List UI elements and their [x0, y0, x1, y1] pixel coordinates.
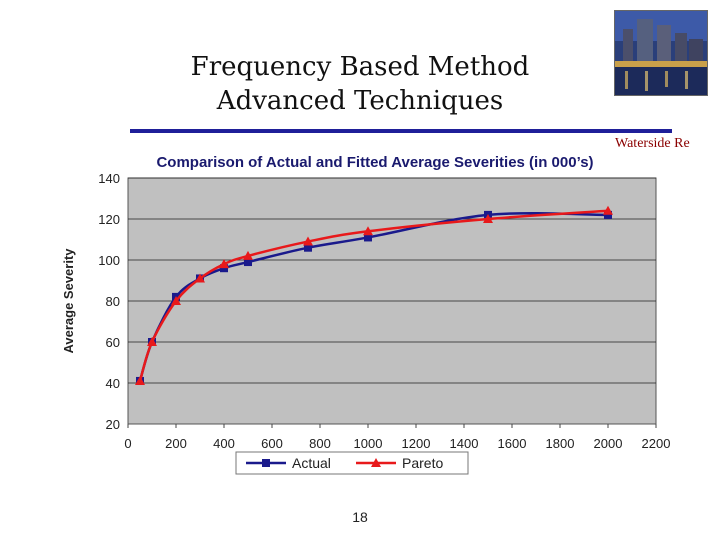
y-tick-label: 140 [98, 171, 120, 186]
data-point-actual [244, 258, 252, 267]
data-point-pareto [219, 259, 229, 269]
slide-title-line1: Frequency Based Method [190, 52, 530, 82]
x-tick-label: 1200 [402, 436, 431, 451]
x-tick-label: 1800 [546, 436, 575, 451]
title-divider [130, 129, 672, 133]
data-point-actual [604, 210, 612, 219]
x-tick-label: 600 [261, 436, 283, 451]
series-line-pareto [138, 209, 609, 382]
legend-label-actual: Actual [292, 455, 331, 471]
hotel-waterfront-photo [614, 10, 708, 96]
x-tick-label: 400 [213, 436, 235, 451]
x-tick-label: 2000 [594, 436, 623, 451]
data-point-pareto [483, 214, 493, 223]
page-number: 18 [352, 509, 368, 525]
data-point-pareto [363, 226, 373, 236]
y-tick-label: 40 [106, 376, 120, 391]
y-tick-label: 100 [98, 253, 120, 268]
data-point-pareto [135, 375, 145, 385]
y-tick-label: 20 [106, 417, 120, 432]
data-point-pareto [303, 236, 313, 246]
x-tick-label: 200 [165, 436, 187, 451]
data-point-actual [220, 264, 228, 273]
x-tick-label: 800 [309, 436, 331, 451]
x-tick-label: 0 [124, 436, 131, 451]
data-point-pareto [603, 205, 613, 215]
legend-label-pareto: Pareto [402, 455, 443, 471]
x-tick-label: 1000 [354, 436, 383, 451]
legend-marker-pareto [371, 458, 381, 467]
data-point-pareto [243, 250, 253, 260]
x-tick-label: 1400 [450, 436, 479, 451]
x-tick-label: 2200 [642, 436, 671, 451]
data-point-actual [364, 233, 372, 242]
x-tick-label: 1600 [498, 436, 527, 451]
y-tick-label: 80 [106, 294, 120, 309]
data-point-pareto [195, 273, 205, 283]
company-brand-text: Waterside Re [615, 136, 690, 151]
legend-marker-actual [262, 459, 270, 467]
y-tick-label: 120 [98, 212, 120, 227]
chart-title: Comparison of Actual and Fitted Average … [156, 154, 594, 171]
data-point-pareto [147, 337, 157, 346]
data-point-pareto [171, 296, 181, 305]
y-axis-label: Average Severity [61, 248, 76, 354]
y-tick-label: 60 [106, 335, 120, 350]
legend-box [235, 451, 469, 475]
data-point-actual [304, 243, 312, 252]
slide-title-line2: Advanced Techniques [216, 86, 504, 116]
